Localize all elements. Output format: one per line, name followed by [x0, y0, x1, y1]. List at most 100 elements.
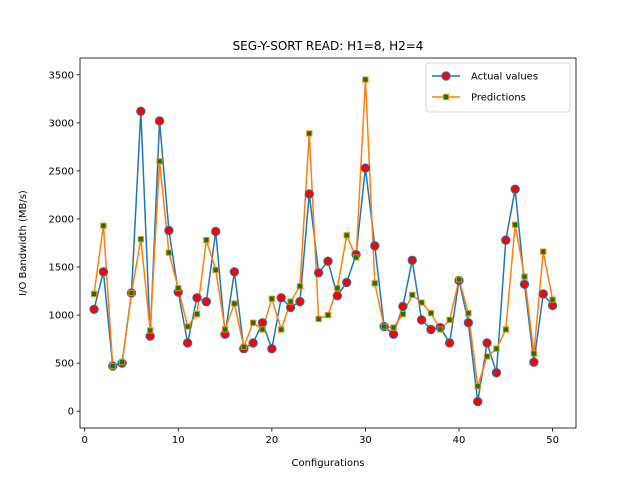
data-point-series-2: [137, 236, 144, 243]
data-point-series-1: [538, 289, 548, 299]
data-point-series-1: [229, 267, 240, 277]
data-point-series-2: [381, 323, 388, 330]
data-point-series-1: [332, 291, 343, 301]
legend-label-1: Actual values: [471, 72, 538, 83]
legend-box: [425, 62, 571, 113]
data-point-series-2: [530, 350, 537, 357]
data-point-series-2: [156, 158, 163, 165]
legend-marker-2: [442, 93, 450, 101]
data-point-series-1: [276, 293, 286, 303]
data-point-series-1: [388, 329, 399, 339]
data-point-series-2: [175, 285, 182, 292]
data-point-series-2: [521, 273, 528, 280]
data-point-series-1: [267, 344, 277, 354]
data-point-series-1: [482, 338, 492, 348]
data-point-series-2: [147, 327, 154, 334]
data-point-series-1: [473, 396, 483, 407]
data-point-series-2: [165, 249, 173, 256]
y-tick-label: 0: [68, 407, 74, 418]
x-axis-label: Configurations: [291, 458, 364, 469]
data-point-series-2: [549, 296, 556, 303]
y-tick-label: 1500: [49, 263, 74, 274]
data-point-series-2: [390, 324, 397, 331]
data-point-series-2: [409, 291, 416, 298]
y-tick-label: 500: [55, 359, 74, 370]
data-point-series-1: [426, 324, 436, 335]
y-axis-label: I/O Bandwidth (MB/s): [18, 190, 29, 296]
data-point-series-2: [362, 76, 369, 83]
data-point-series-1: [360, 163, 371, 173]
data-point-series-2: [203, 237, 210, 244]
x-tick-label: 30: [359, 435, 372, 446]
y-tick-label: 2500: [49, 166, 74, 177]
y-tick-label: 3000: [49, 118, 74, 129]
data-point-series-2: [90, 290, 98, 298]
y-axis-ticks: 0 500 1000 1500 2000 2500 3000 3500: [49, 70, 80, 418]
data-point-series-2: [352, 254, 360, 261]
data-point-series-2: [193, 311, 201, 318]
data-point-series-1: [407, 255, 417, 265]
data-point-series-2: [399, 311, 406, 318]
data-point-series-1: [370, 241, 380, 251]
data-point-series-2: [334, 285, 341, 292]
data-point-series-1: [89, 304, 99, 315]
data-point-series-2: [540, 248, 547, 255]
data-point-series-2: [465, 310, 472, 317]
data-point-series-2: [315, 315, 322, 323]
data-point-series-1: [98, 267, 109, 277]
x-axis-ticks: 0 10 20 30 40 50: [81, 428, 559, 446]
data-point-series-2: [109, 362, 116, 370]
data-point-series-2: [437, 326, 444, 333]
data-point-series-2: [343, 232, 350, 239]
x-tick-label: 10: [172, 435, 185, 446]
data-point-series-1: [501, 235, 511, 245]
data-point-series-2: [278, 326, 285, 333]
data-point-series-2: [427, 310, 435, 317]
x-tick-label: 20: [265, 435, 278, 446]
data-point-series-2: [474, 383, 481, 390]
data-point-series-1: [201, 296, 212, 307]
data-point-series-2: [483, 353, 491, 360]
plot-frame: [79, 57, 577, 429]
data-point-series-2: [306, 130, 313, 137]
data-point-series-2: [371, 280, 378, 287]
data-point-series-2: [287, 298, 294, 305]
data-point-series-2: [455, 276, 463, 283]
data-point-series-2: [296, 283, 304, 290]
data-point-series-1: [192, 293, 202, 303]
data-point-series-2: [231, 300, 238, 307]
data-point-series-2: [250, 319, 257, 326]
data-point-series-1: [342, 277, 352, 288]
data-point-series-1: [182, 338, 193, 348]
data-point-series-1: [323, 256, 333, 266]
y-tick-label: 3500: [49, 70, 74, 81]
x-tick-label: 0: [81, 435, 87, 446]
data-point-series-2: [493, 345, 500, 352]
data-point-series-1: [416, 315, 427, 325]
data-point-series-1: [257, 318, 268, 328]
y-tick-label: 1000: [49, 311, 74, 322]
data-point-series-1: [210, 226, 221, 237]
data-point-series-2: [259, 326, 266, 333]
data-point-series-2: [502, 326, 509, 333]
data-point-series-1: [491, 368, 502, 378]
data-point-series-2: [268, 295, 275, 302]
data-point-series-2: [100, 222, 107, 229]
data-point-series-1: [463, 318, 474, 328]
data-point-series-1: [510, 184, 520, 194]
data-point-series-1: [136, 106, 146, 117]
data-point-series-1: [154, 116, 165, 126]
data-point-series-1: [164, 225, 174, 236]
data-point-series-1: [248, 338, 258, 348]
data-point-series-1: [398, 301, 408, 312]
legend: Actual values Predictions: [425, 62, 571, 113]
legend-marker-1: [441, 71, 451, 81]
data-point-series-1: [295, 296, 305, 307]
data-point-series-2: [184, 323, 191, 330]
data-point-series-1: [444, 338, 455, 348]
data-point-series-2: [212, 266, 219, 274]
data-point-series-2: [128, 289, 135, 297]
x-tick-label: 40: [453, 435, 466, 446]
chart-title: SEG-Y-SORT READ: H1=8, H2=4: [233, 39, 424, 53]
